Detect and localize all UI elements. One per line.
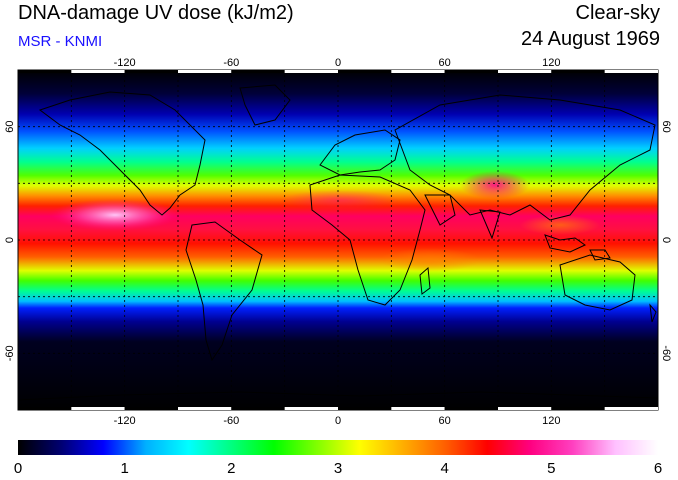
lon-tick-label-top: 60: [439, 57, 451, 69]
frame-tick-top: [124, 70, 178, 73]
colorbar-tick-label: 4: [440, 460, 448, 477]
lat-tick-label-right: -60: [660, 345, 672, 361]
lon-tick-label-top: -60: [223, 57, 239, 69]
frame-tick-bottom: [124, 407, 178, 410]
frame-tick-bottom: [18, 407, 72, 410]
frame-ticks: [18, 70, 658, 410]
frame-tick-bottom: [71, 407, 125, 410]
sky-condition-label: Clear-sky: [575, 2, 660, 24]
map-title: DNA-damage UV dose (kJ/m2): [18, 2, 294, 24]
colorbar-tick-label: 3: [334, 460, 342, 477]
uv-hotspots: [50, 171, 600, 272]
colorbar-gradient: [18, 440, 658, 455]
lat-tick-label-right: 60: [660, 121, 672, 133]
colorbar-tick-label: 5: [547, 460, 555, 477]
lat-tick-label-left: 0: [4, 237, 16, 243]
frame-tick-top: [284, 70, 338, 73]
frame-tick-bottom: [284, 407, 338, 410]
frame-tick-top: [391, 70, 445, 73]
frame-tick-top: [18, 70, 72, 73]
frame-tick-bottom: [551, 407, 605, 410]
lon-tick-label-top: 0: [335, 57, 341, 69]
graticule: [18, 70, 658, 410]
colorbar-tick-label: 2: [227, 460, 235, 477]
frame-tick-top: [338, 70, 392, 73]
colorbar-tick-label: 6: [654, 460, 662, 477]
frame-tick-top: [551, 70, 605, 73]
frame-tick-bottom: [498, 407, 552, 410]
lon-tick-label-bottom: 120: [542, 415, 560, 427]
frame-tick-bottom: [444, 407, 498, 410]
map-frame: -120 -120 -60 -60 0 0 60 60 120 120 60 60 0 0 -60 -60: [4, 57, 672, 427]
lon-tick-label-top: 120: [542, 57, 560, 69]
frame-tick-top: [71, 70, 125, 73]
frame-tick-bottom: [338, 407, 392, 410]
frame-tick-top: [444, 70, 498, 73]
colorbar-tick-label: 1: [120, 460, 128, 477]
frame-tick-bottom: [178, 407, 232, 410]
lon-tick-label-bottom: -120: [114, 415, 136, 427]
frame-tick-bottom: [391, 407, 445, 410]
colorbar: 0 1 2 3 4 5 6: [14, 440, 662, 477]
lat-tick-label-left: 60: [4, 121, 16, 133]
lon-tick-label-bottom: -60: [223, 415, 239, 427]
axis-labels: -120 -120 -60 -60 0 0 60 60 120 120 60 60 0 0 -60 -60: [4, 57, 672, 427]
lat-tick-label-left: -60: [4, 345, 16, 361]
frame-tick-bottom: [231, 407, 285, 410]
frame-tick-bottom: [604, 407, 658, 410]
frame-tick-top: [178, 70, 232, 73]
colorbar-tick-label: 0: [14, 460, 22, 477]
frame-tick-top: [231, 70, 285, 73]
frame-tick-top: [498, 70, 552, 73]
frame-tick-top: [604, 70, 658, 73]
lon-tick-label-bottom: 0: [335, 415, 341, 427]
lon-tick-label-bottom: 60: [439, 415, 451, 427]
lon-tick-label-top: -120: [114, 57, 136, 69]
source-label: MSR - KNMI: [18, 33, 103, 50]
lat-tick-label-right: 0: [660, 237, 672, 243]
colorbar-labels: 0 1 2 3 4 5 6: [14, 460, 662, 477]
date-label: 24 August 1969: [520, 28, 660, 50]
